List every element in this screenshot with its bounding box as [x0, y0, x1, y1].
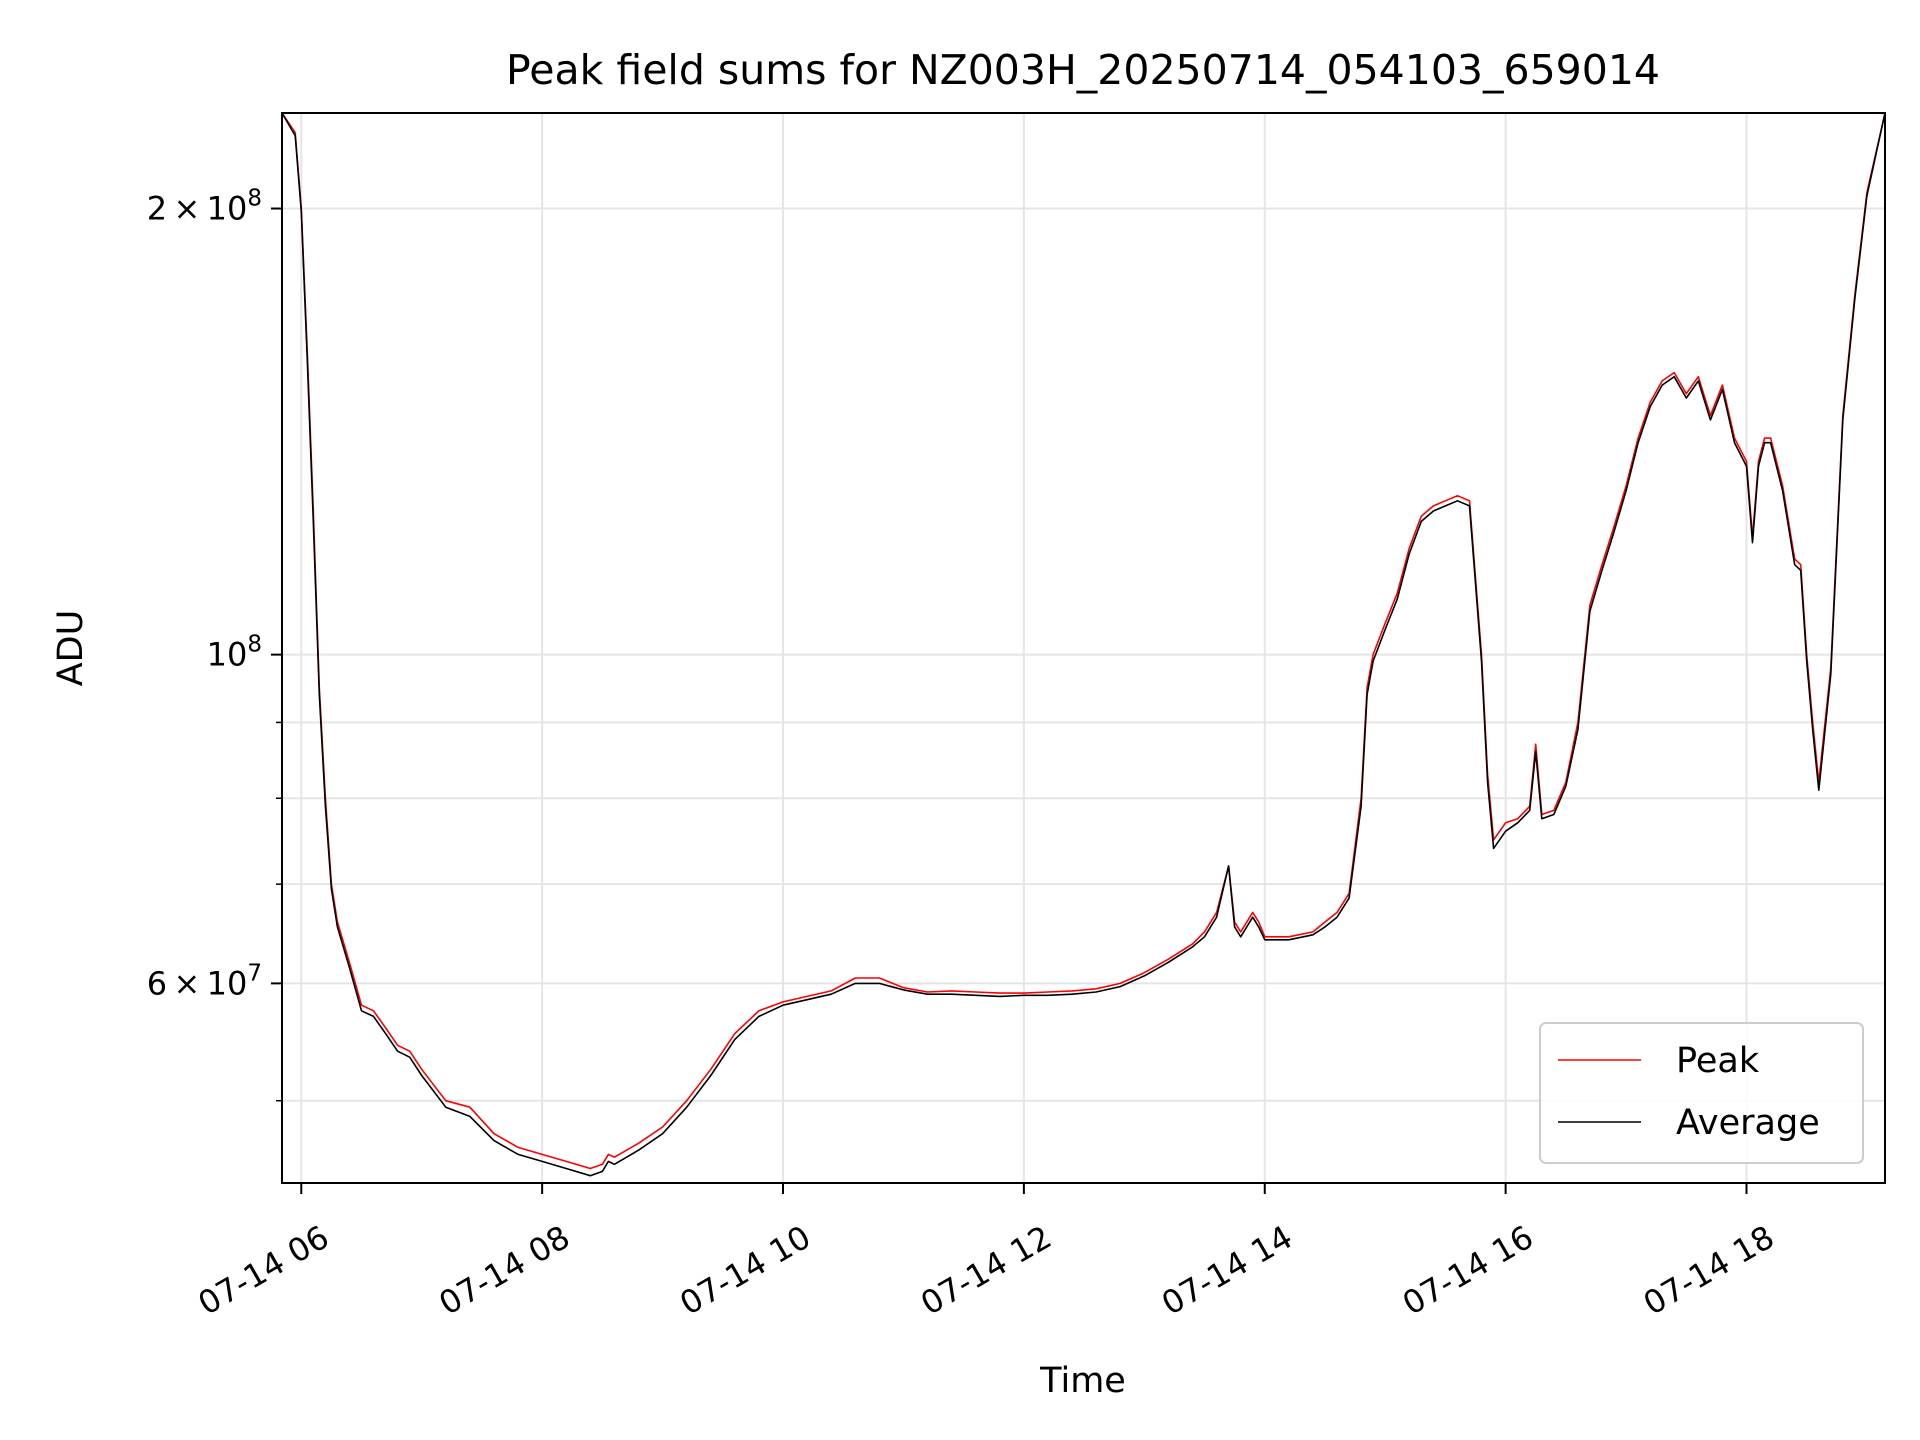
- series-line-average: [281, 112, 1886, 1177]
- legend: Peak Average: [1539, 1022, 1864, 1164]
- y-tick-label: 6 × 107: [147, 960, 262, 1002]
- plot-frame: [281, 112, 1886, 1184]
- y-axis-label: ADU: [51, 610, 91, 687]
- legend-label-peak: Peak: [1676, 1041, 1760, 1081]
- series-lines: [281, 112, 1886, 1177]
- y-tick-label: 108: [207, 632, 262, 674]
- legend-box: [1539, 1022, 1864, 1164]
- y-axis-ticks: 6 × 107 108 2 × 108: [147, 186, 282, 1102]
- y-tick-label: 2 × 108: [147, 186, 262, 228]
- grid: [282, 113, 1885, 1183]
- series-line-peak: [281, 112, 1886, 1170]
- x-axis-label: Time: [1039, 1361, 1126, 1401]
- chart-title: Peak field sums for NZ003H_20250714_0541…: [506, 46, 1660, 94]
- legend-label-average: Average: [1676, 1103, 1820, 1143]
